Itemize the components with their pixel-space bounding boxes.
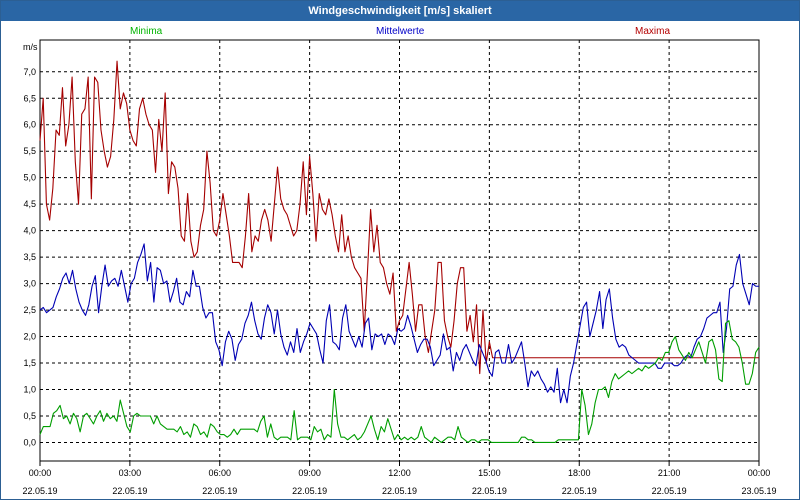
y-tick-label: 3,0 xyxy=(23,279,36,289)
series-line-mittelwerte xyxy=(39,243,759,404)
y-tick-label: 0,5 xyxy=(23,411,36,421)
y-tick-label: 7,0 xyxy=(23,67,36,77)
x-tick-time: 00:00 xyxy=(29,468,52,478)
y-tick-label: 5,0 xyxy=(23,173,36,183)
x-tick-date: 22.05.19 xyxy=(112,486,147,496)
y-axis-unit: m/s xyxy=(23,42,38,52)
y-tick-label: 2,5 xyxy=(23,305,36,315)
x-tick-time: 15:00 xyxy=(478,468,501,478)
y-tick-label: 3,5 xyxy=(23,252,36,262)
x-tick-date: 22.05.19 xyxy=(22,486,57,496)
series-line-minima xyxy=(39,320,760,444)
y-tick-label: 1,5 xyxy=(23,358,36,368)
y-tick-label: 6,0 xyxy=(23,120,36,130)
x-tick-time: 09:00 xyxy=(298,468,321,478)
y-tick-label: 0,0 xyxy=(23,437,36,447)
y-tick-label: 1,0 xyxy=(23,385,36,395)
x-tick-time: 00:00 xyxy=(748,468,771,478)
chart-title: Windgeschwindigkeit [m/s] skaliert xyxy=(1,1,799,21)
x-tick-time: 06:00 xyxy=(208,468,231,478)
x-tick-date: 22.05.19 xyxy=(382,486,417,496)
x-tick-date: 22.05.19 xyxy=(652,486,687,496)
legend-maxima: Maxima xyxy=(635,26,671,37)
y-tick-label: 5,5 xyxy=(23,146,36,156)
x-tick-date: 22.05.19 xyxy=(202,486,237,496)
y-tick-label: 2,0 xyxy=(23,332,36,342)
x-tick-date: 22.05.19 xyxy=(562,486,597,496)
legend-minima: Minima xyxy=(130,26,163,37)
x-tick-time: 21:00 xyxy=(658,468,681,478)
x-tick-date: 22.05.19 xyxy=(472,486,507,496)
x-tick-date: 23.05.19 xyxy=(741,486,776,496)
x-tick-time: 03:00 xyxy=(119,468,142,478)
plot-area xyxy=(39,39,760,462)
legend-mittelwerte: Mittelwerte xyxy=(376,26,425,37)
y-tick-label: 4,0 xyxy=(23,226,36,236)
x-tick-time: 18:00 xyxy=(568,468,591,478)
x-tick-time: 12:00 xyxy=(388,468,411,478)
x-tick-date: 22.05.19 xyxy=(292,486,327,496)
y-tick-label: 4,5 xyxy=(23,199,36,209)
y-tick-label: 6,5 xyxy=(23,93,36,103)
series-line-maxima xyxy=(39,60,759,375)
